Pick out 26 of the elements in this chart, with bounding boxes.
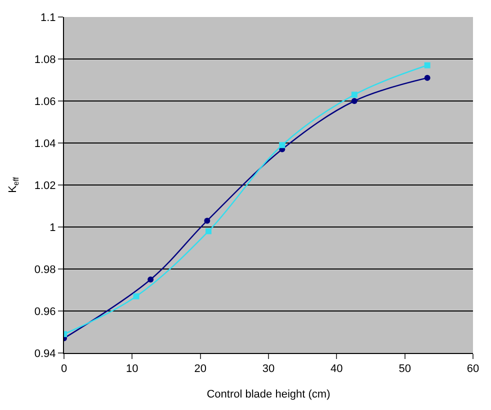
y-tick-label: 1.06 [34, 96, 56, 108]
x-tick-label: 50 [398, 363, 411, 376]
point [424, 62, 430, 68]
point [424, 74, 430, 81]
x-tick-label: 60 [466, 363, 480, 376]
y-tick-label: 1.04 [34, 138, 56, 150]
y-tick-label: 0.96 [34, 306, 56, 318]
y-tick-label: 1 [50, 222, 56, 234]
y-tick-label: 1.1 [40, 12, 56, 24]
point [133, 293, 140, 300]
point [148, 276, 154, 282]
x-tick-label: 40 [330, 363, 343, 376]
x-tick-label: 0 [60, 363, 68, 376]
x-tick-label: 10 [126, 363, 138, 376]
point [206, 228, 212, 234]
x-tick-label: 20 [194, 363, 206, 376]
point [279, 142, 286, 148]
y-tick-label: 1.08 [34, 54, 56, 66]
point [204, 218, 210, 224]
x-axis-title: Control blade height (cm) [206, 388, 330, 400]
x-tick-label: 30 [262, 363, 275, 376]
point [351, 92, 358, 98]
point [351, 98, 358, 104]
y-tick-label: 0.94 [34, 348, 56, 360]
y-tick-label: 1.02 [34, 180, 56, 192]
y-tick-label: 0.98 [34, 264, 56, 276]
